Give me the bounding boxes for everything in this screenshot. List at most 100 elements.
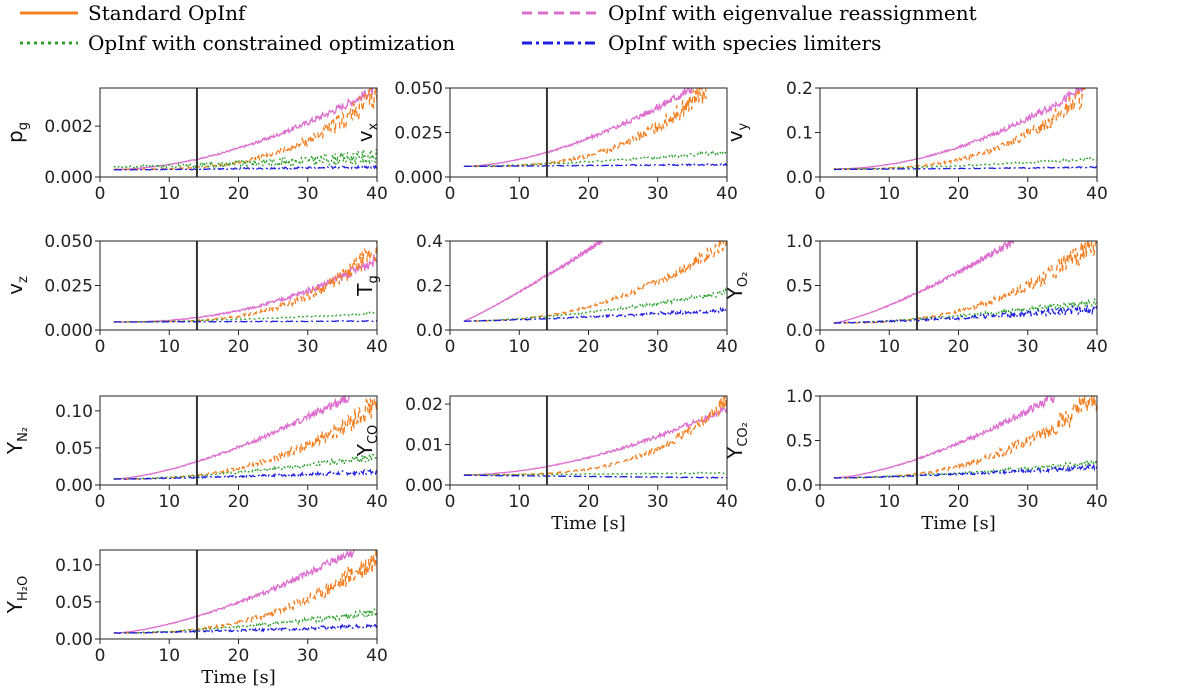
x-tick-label: 0 [815,337,826,357]
x-tick-label: 0 [95,337,106,357]
legend-swatch-constrained [20,41,78,45]
x-tick-label: 0 [815,492,826,512]
x-tick-label: 20 [228,646,250,666]
y-tick-label: 0.5 [786,277,813,297]
series-line-3 [463,474,727,479]
subplot-2: 0 10 20 30 40 0.0 0.1 0.2 vy [723,79,1108,204]
y-tick-label: 0.2 [416,277,443,297]
series-line-2 [113,452,377,480]
x-tick-label: 40 [716,492,738,512]
y-tick-label: 0.05 [55,439,93,459]
series-line-0 [833,396,1055,479]
x-tick-label: 20 [228,337,250,357]
y-tick-label: 0.0 [786,168,813,188]
y-tick-label: 0.0 [416,321,443,341]
series-line-1 [463,88,707,168]
series-line-0 [463,241,603,322]
series-line-1 [113,550,377,635]
x-tick-label: 10 [508,492,530,512]
y-tick-label: 0.10 [55,556,93,576]
subplot-3: 0 10 20 30 40 0.000 0.025 0.050 vz [3,232,388,357]
series-line-1 [833,241,1097,324]
axes-frame [819,87,1098,178]
y-tick-label: 0.002 [44,117,93,137]
x-tick-label: 40 [1086,337,1108,357]
series-line-2 [833,459,1097,479]
y-tick-label: 0.025 [44,277,93,297]
legend-label-constrained: OpInf with constrained optimization [88,31,456,55]
y-tick-label: 0.0 [786,476,813,496]
series-line-3 [833,165,1097,171]
legend-swatch-limiters [522,41,598,45]
series-line-0 [113,254,377,323]
series-line-2 [113,148,377,170]
y-tick-label: 0.5 [786,432,813,452]
x-tick-label: 10 [158,184,180,204]
legend-entry-eigenvalue: OpInf with eigenvalue reassignment [520,0,977,26]
x-tick-label: 0 [445,184,456,204]
x-tick-label: 30 [647,184,669,204]
subplot-7: 0 10 20 30 40 0.00 0.01 0.02 YCO Time [s] [353,395,738,534]
y-axis-label: YCO₂ [723,422,751,460]
axes-frame [819,240,1098,331]
y-tick-label: 1.0 [786,387,813,407]
series-line-3 [833,303,1097,325]
legend-entry-standard: Standard OpInf [18,0,245,26]
x-tick-label: 10 [158,646,180,666]
series-line-0 [113,396,350,480]
x-tick-label: 30 [647,492,669,512]
series-line-3 [113,467,377,481]
x-tick-label: 30 [1017,337,1039,357]
series-line-1 [833,396,1097,479]
legend-entry-constrained: OpInf with constrained optimization [18,30,455,56]
x-tick-label: 40 [1086,184,1108,204]
y-tick-label: 0.050 [44,232,93,252]
y-axis-label: YCO [353,425,381,458]
x-tick-label: 30 [297,492,319,512]
series-line-0 [463,88,693,168]
y-tick-label: 0.050 [394,79,443,99]
series-line-0 [113,88,377,171]
y-tick-label: 0.000 [394,168,443,188]
x-tick-label: 10 [158,492,180,512]
series-line-3 [113,319,377,323]
x-tick-label: 10 [508,337,530,357]
series-line-0 [833,241,1015,324]
x-tick-label: 20 [578,337,600,357]
x-tick-label: 20 [948,337,970,357]
y-tick-label: 0.000 [44,321,93,341]
y-axis-label: vz [3,276,31,295]
series-line-3 [113,621,377,634]
series-line-0 [833,88,1084,170]
y-tick-label: 0.00 [55,630,93,650]
series-line-1 [833,88,1086,171]
y-axis-label: Tg [353,275,381,296]
y-tick-label: 0.1 [786,124,813,144]
x-tick-label: 20 [228,184,250,204]
x-tick-label: 10 [878,492,900,512]
x-tick-label: 0 [445,337,456,357]
y-tick-label: 0.00 [405,476,443,496]
y-tick-label: 0.000 [44,168,93,188]
series-line-2 [833,156,1097,170]
legend-swatch-standard [20,11,78,15]
y-tick-label: 1.0 [786,232,813,252]
x-tick-label: 0 [815,184,826,204]
legend-label-standard: Standard OpInf [88,1,246,25]
axes-frame [449,395,728,486]
x-tick-label: 40 [366,184,388,204]
subplot-8: 0 10 20 30 40 0.0 0.5 1.0 YCO₂ Time [s] [723,387,1108,534]
x-tick-label: 20 [578,492,600,512]
x-tick-label: 30 [297,337,319,357]
y-tick-label: 0.10 [55,402,93,422]
legend-entry-limiters: OpInf with species limiters [520,30,881,56]
x-tick-label: 30 [647,337,669,357]
y-tick-label: 0.0 [786,321,813,341]
series-line-2 [113,608,377,634]
x-axis-label: Time [s] [921,513,996,534]
x-tick-label: 30 [297,646,319,666]
series-line-1 [463,241,727,322]
y-axis-label: vy [723,122,751,142]
series-line-3 [113,164,377,171]
